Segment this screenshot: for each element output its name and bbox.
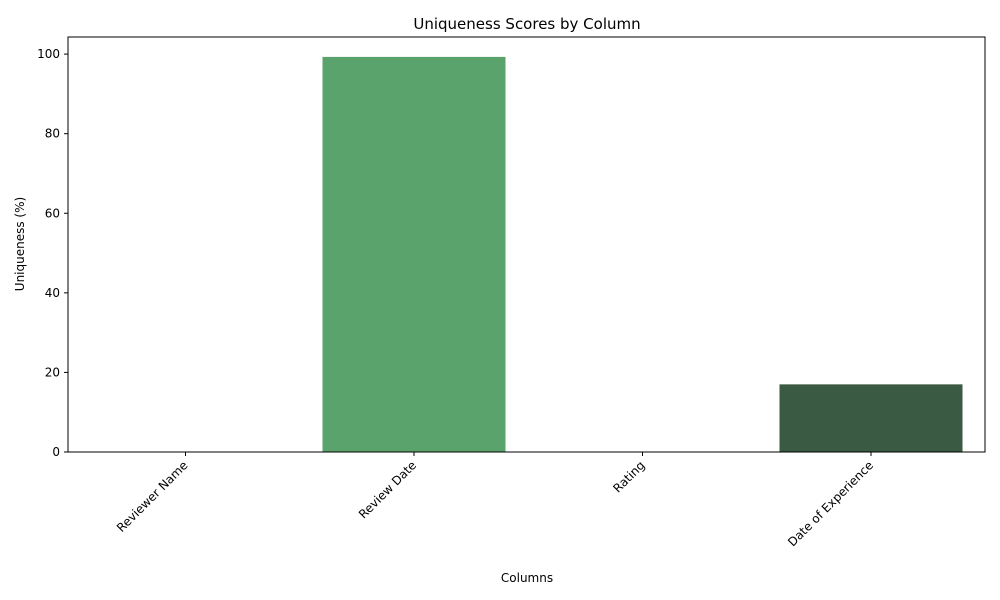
- y-tick-label: 60: [45, 206, 60, 220]
- y-tick-label: 40: [45, 286, 60, 300]
- x-tick-label: Review Date: [356, 458, 419, 521]
- x-axis: Reviewer Name Review Date Rating Date of Ex…: [114, 452, 876, 549]
- y-axis-label: Uniqueness (%): [13, 197, 27, 291]
- bar-review-date: [322, 56, 506, 453]
- bar-date-of-experience: [779, 384, 963, 452]
- y-axis: 0 20 40 60 80 100: [37, 47, 68, 459]
- y-tick-label: 20: [45, 365, 60, 379]
- chart-title: Uniqueness Scores by Column: [413, 15, 640, 33]
- x-tick-label: Reviewer Name: [114, 458, 191, 535]
- x-tick-label: Date of Experience: [785, 458, 876, 549]
- y-tick-label: 100: [37, 47, 60, 61]
- x-tick-label: Rating: [610, 458, 647, 495]
- bars-group: [322, 56, 963, 453]
- y-tick-label: 0: [52, 445, 60, 459]
- y-tick-label: 80: [45, 127, 60, 141]
- plot-frame: [67, 36, 986, 453]
- x-axis-label: Columns: [501, 571, 553, 585]
